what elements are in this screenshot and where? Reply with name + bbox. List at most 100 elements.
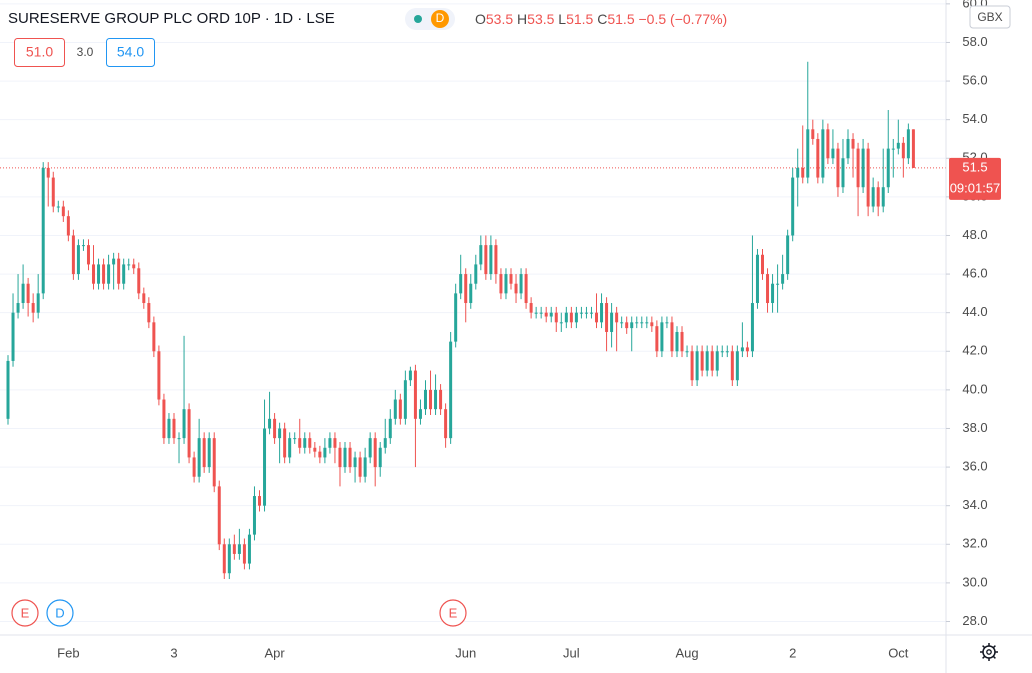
candle-body [816, 138, 820, 178]
candle-body [373, 438, 377, 468]
candle-body [36, 293, 40, 313]
last-price-box [949, 157, 1001, 200]
legend-value: 51.5 [607, 11, 634, 27]
x-tick-label: Jun [455, 645, 476, 660]
candle-body [358, 457, 362, 477]
candle-body [841, 158, 845, 188]
legend-change: −0.5 (−0.77%) [639, 11, 728, 27]
candle-body [740, 347, 744, 352]
candle-body [318, 451, 322, 458]
candle-body [680, 331, 684, 352]
candle-body [821, 129, 825, 178]
candle-body [172, 418, 176, 439]
candle-body [81, 245, 85, 247]
event-marker [11, 599, 39, 627]
candle-body [378, 447, 382, 468]
candle-body [187, 409, 191, 458]
candle-body [338, 447, 342, 468]
candle-body [781, 274, 785, 284]
symbol-title: SURESERVE GROUP PLC ORD 10P · 1D · LSE [8, 10, 335, 27]
candle-body [549, 312, 553, 317]
candle-body [851, 138, 855, 149]
candle-body [76, 245, 80, 275]
candle-body [615, 312, 619, 323]
candle-body [157, 351, 161, 400]
x-tick-label: Jul [563, 645, 580, 660]
y-tick-label: 42.0 [962, 343, 987, 358]
y-tick-label: 54.0 [962, 111, 987, 126]
candle-body [650, 322, 654, 327]
candle-body [459, 274, 463, 294]
candle-body [242, 544, 246, 564]
candle-body [589, 312, 593, 314]
y-tick-label: 40.0 [962, 381, 987, 396]
y-tick-label: 32.0 [962, 536, 987, 551]
candle-body [675, 331, 679, 352]
candle-body [132, 264, 136, 269]
y-tick-label: 38.0 [962, 420, 987, 435]
legend-value: 51.5 [566, 11, 593, 27]
candle-body [896, 142, 900, 149]
candle-body [92, 264, 96, 284]
candle-body [720, 351, 724, 353]
y-tick-label: 48.0 [962, 227, 987, 242]
candle-body [107, 264, 111, 284]
candle-body [750, 303, 754, 352]
bid-box[interactable] [14, 38, 65, 67]
candle-body [368, 438, 372, 458]
y-tick-label: 56.0 [962, 73, 987, 88]
gear-hub [986, 649, 992, 655]
candle-body [569, 312, 573, 323]
candle-body [313, 447, 317, 452]
candle-body [534, 312, 538, 314]
candle-body [137, 268, 141, 294]
candle-body [766, 274, 770, 304]
candle-body [323, 447, 327, 458]
candle-body [811, 129, 815, 139]
candle-body [645, 322, 649, 324]
candle-body [328, 438, 332, 448]
candle-body [891, 148, 895, 150]
currency: GBX [977, 10, 1002, 24]
candle-body [715, 351, 719, 371]
candle-body [61, 206, 65, 217]
candle-body [559, 322, 563, 324]
candle-body [122, 264, 126, 284]
candle-body [273, 418, 277, 439]
candle-body [901, 142, 905, 159]
candle-body [670, 322, 674, 352]
candle-body [735, 351, 739, 381]
candle-body [263, 428, 267, 506]
candle-body [127, 264, 131, 266]
badge: D [436, 11, 445, 25]
candle-body [564, 312, 568, 323]
y-axis: 28.0 30.0 32.0 34.0 36.0 38.0 40.0 42.0 44.0 46.0… [946, 0, 988, 628]
spread: 3.0 [77, 45, 94, 59]
currency-box[interactable] [969, 5, 1011, 29]
settings-icon[interactable] [980, 643, 998, 661]
candle-body [147, 303, 151, 323]
candle-body [786, 235, 790, 275]
candle-body [710, 351, 714, 371]
candle-body [16, 303, 20, 313]
candle-body [278, 428, 282, 439]
candle-body [479, 245, 483, 265]
candle-body [222, 544, 226, 574]
x-tick-label: 3 [170, 645, 177, 660]
candle-body [519, 274, 523, 294]
candle-body [71, 235, 75, 275]
candle-body [539, 312, 543, 314]
candle-body [237, 544, 241, 554]
candle-body [846, 138, 850, 159]
candle-body [695, 351, 699, 381]
candle-body [202, 438, 206, 468]
candle-body [268, 418, 272, 429]
candle-body [383, 438, 387, 448]
event-marker [46, 599, 74, 627]
candle-body [755, 254, 759, 304]
candle-body [66, 216, 70, 236]
ask-box[interactable] [106, 38, 155, 67]
candle-body [293, 438, 297, 440]
